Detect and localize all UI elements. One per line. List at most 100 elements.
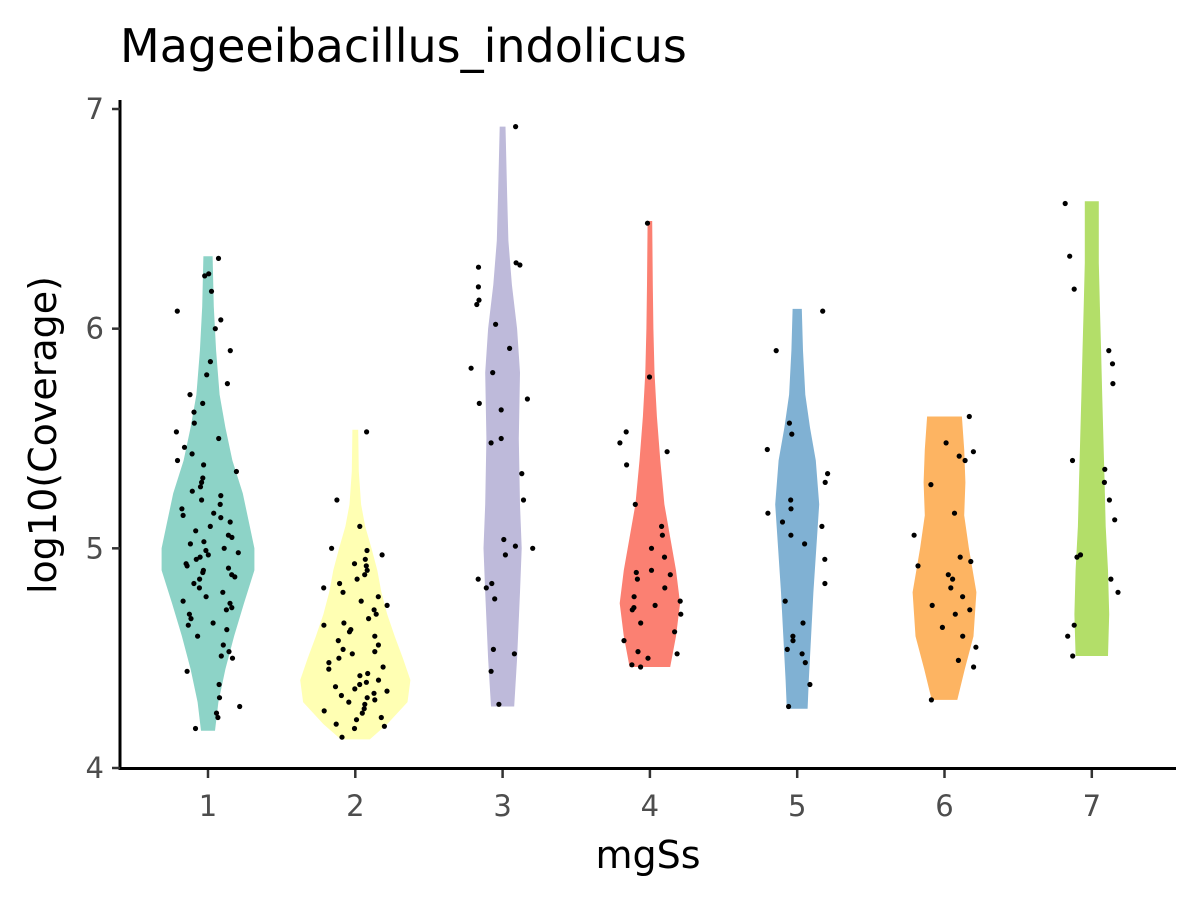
point-1-37 bbox=[203, 547, 209, 554]
point-4-7 bbox=[638, 620, 644, 626]
point-2-34 bbox=[348, 627, 354, 633]
point-1-6 bbox=[184, 668, 190, 674]
point-2-50 bbox=[351, 561, 358, 567]
point-2-47 bbox=[362, 572, 368, 578]
point-7-15 bbox=[1071, 286, 1077, 292]
point-2-4 bbox=[353, 717, 360, 723]
x-tick-label-4: 4 bbox=[641, 789, 659, 823]
point-6-5 bbox=[939, 624, 946, 631]
point-2-28 bbox=[372, 649, 378, 655]
point-2-26 bbox=[336, 655, 342, 661]
point-4-14 bbox=[662, 585, 668, 591]
point-3-29 bbox=[513, 124, 519, 130]
point-5-9 bbox=[822, 580, 828, 587]
point-4-10 bbox=[631, 605, 637, 611]
point-2-39 bbox=[371, 607, 377, 613]
point-7-8 bbox=[1106, 497, 1112, 503]
point-3-0 bbox=[496, 701, 502, 707]
point-1-4 bbox=[216, 695, 223, 701]
violin-1 bbox=[161, 256, 255, 731]
point-3-11 bbox=[501, 536, 507, 543]
point-4-11 bbox=[652, 602, 658, 609]
point-5-13 bbox=[819, 523, 825, 530]
point-7-7 bbox=[1112, 517, 1118, 523]
point-3-2 bbox=[511, 651, 517, 657]
point-5-7 bbox=[800, 620, 806, 626]
point-2-54 bbox=[329, 545, 335, 551]
point-1-72 bbox=[212, 326, 218, 332]
chart-title: Mageeibacillus_indolicus bbox=[120, 19, 687, 73]
point-2-56 bbox=[334, 497, 340, 503]
point-4-16 bbox=[667, 572, 673, 578]
point-2-31 bbox=[335, 638, 341, 644]
point-6-0 bbox=[928, 697, 935, 703]
point-4-5 bbox=[621, 638, 627, 644]
point-3-1 bbox=[488, 668, 494, 674]
point-1-77 bbox=[206, 271, 212, 277]
point-6-3 bbox=[973, 644, 979, 650]
point-6-20 bbox=[956, 453, 962, 459]
point-1-52 bbox=[218, 493, 224, 499]
point-6-8 bbox=[929, 602, 935, 609]
point-2-46 bbox=[354, 576, 360, 582]
point-3-8 bbox=[502, 552, 508, 558]
point-6-23 bbox=[966, 413, 972, 420]
point-2-7 bbox=[321, 708, 327, 714]
point-1-46 bbox=[218, 515, 224, 521]
point-1-33 bbox=[193, 556, 199, 562]
point-3-23 bbox=[474, 301, 480, 308]
point-7-2 bbox=[1071, 622, 1077, 628]
point-2-36 bbox=[341, 620, 347, 626]
point-7-6 bbox=[1077, 552, 1084, 558]
violin-7 bbox=[1074, 201, 1110, 657]
point-7-16 bbox=[1067, 253, 1073, 259]
point-7-4 bbox=[1108, 576, 1114, 582]
point-5-0 bbox=[786, 703, 792, 710]
point-5-3 bbox=[799, 651, 805, 657]
point-1-17 bbox=[223, 607, 229, 613]
point-2-51 bbox=[362, 556, 368, 562]
point-6-13 bbox=[915, 563, 921, 569]
point-1-63 bbox=[173, 429, 179, 435]
point-5-10 bbox=[822, 556, 828, 562]
point-1-16 bbox=[186, 611, 192, 617]
point-3-4 bbox=[492, 596, 498, 602]
point-5-12 bbox=[788, 532, 794, 538]
point-3-24 bbox=[476, 297, 482, 303]
point-1-66 bbox=[200, 400, 206, 406]
point-1-64 bbox=[191, 420, 197, 426]
point-3-28 bbox=[513, 260, 519, 266]
point-1-8 bbox=[218, 653, 224, 659]
point-1-45 bbox=[227, 519, 233, 525]
point-2-29 bbox=[340, 646, 346, 653]
point-2-12 bbox=[364, 695, 370, 701]
point-1-24 bbox=[191, 580, 197, 587]
point-4-25 bbox=[664, 449, 670, 455]
y-tick-label-7: 7 bbox=[86, 92, 104, 126]
point-1-55 bbox=[199, 479, 205, 485]
point-4-8 bbox=[678, 611, 684, 617]
y-tick-label-5: 5 bbox=[86, 531, 104, 565]
point-2-49 bbox=[363, 563, 369, 569]
point-7-0 bbox=[1070, 653, 1076, 659]
point-1-61 bbox=[181, 444, 188, 450]
point-6-11 bbox=[950, 576, 956, 582]
point-2-27 bbox=[349, 651, 355, 657]
point-5-17 bbox=[788, 497, 794, 503]
point-1-71 bbox=[227, 348, 233, 354]
point-2-15 bbox=[384, 688, 390, 694]
point-2-2 bbox=[381, 723, 387, 729]
point-2-19 bbox=[363, 679, 369, 685]
point-1-38 bbox=[221, 545, 227, 551]
point-4-3 bbox=[674, 651, 680, 657]
point-4-4 bbox=[635, 649, 641, 655]
violin-3 bbox=[483, 126, 522, 707]
point-6-4 bbox=[960, 633, 966, 639]
point-1-40 bbox=[201, 539, 207, 545]
point-5-14 bbox=[779, 519, 786, 525]
point-2-16 bbox=[352, 686, 358, 692]
point-1-13 bbox=[185, 622, 191, 628]
point-1-58 bbox=[201, 462, 207, 468]
point-2-25 bbox=[326, 660, 332, 666]
point-2-48 bbox=[364, 567, 370, 573]
